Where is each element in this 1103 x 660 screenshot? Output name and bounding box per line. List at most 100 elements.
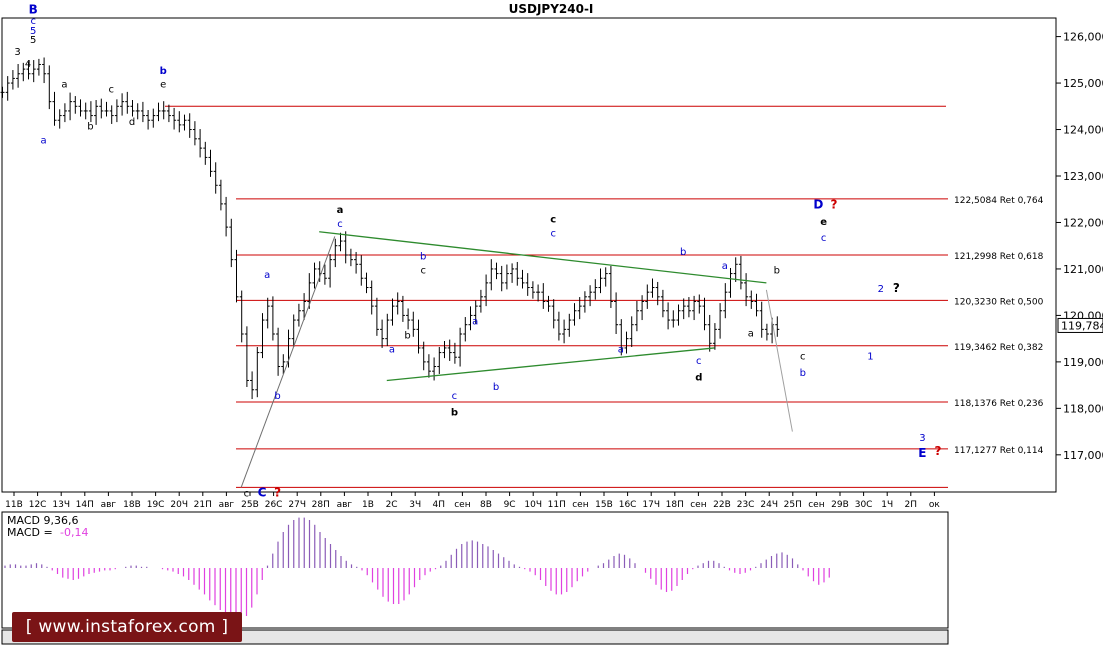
- x-tick-label: 15В: [595, 500, 613, 510]
- macd-pane: [1, 511, 949, 629]
- macd-value: -0,14: [60, 526, 88, 539]
- x-tick-label: 18В: [123, 500, 141, 510]
- x-tick-label: 26С: [265, 500, 283, 510]
- wave-label: ?: [274, 486, 281, 500]
- x-tick-label: ок: [929, 500, 941, 510]
- fib-level-label: 121,2998 Ret 0,618: [954, 252, 1044, 262]
- x-tick-label: 25В: [241, 500, 259, 510]
- wave-label: e: [160, 80, 166, 91]
- wave-label: d: [695, 372, 702, 383]
- macd-title: MACD 9,36,6: [7, 514, 78, 527]
- wave-label: a: [472, 317, 478, 328]
- wave-label: b: [160, 66, 167, 77]
- wave-label: c: [337, 219, 343, 230]
- wave-label: b: [451, 407, 458, 418]
- x-tick-label: 11В: [5, 500, 23, 510]
- x-tick-label: 3Ч: [409, 500, 421, 510]
- current-price-label: 119,784: [1061, 319, 1103, 332]
- wave-label: D: [813, 198, 823, 212]
- x-tick-label: 25П: [784, 500, 802, 510]
- x-tick-label: 28П: [312, 500, 330, 510]
- wave-label: a: [337, 205, 344, 216]
- x-tick-label: 13Ч: [52, 500, 70, 510]
- y-tick-label: 122,000: [1063, 216, 1103, 229]
- wave-label: a: [389, 345, 395, 356]
- fib-level-label: 120,3230 Ret 0,500: [954, 297, 1044, 307]
- wave-label: 2: [878, 284, 884, 295]
- wave-label: 5: [30, 26, 36, 37]
- y-tick-label: 121,000: [1063, 263, 1103, 276]
- macd-value-label: MACD =: [7, 526, 53, 539]
- wave-label: c: [108, 84, 114, 95]
- x-tick-label: 27Ч: [288, 500, 306, 510]
- wave-label: a: [41, 135, 47, 146]
- wave-label: a: [61, 80, 67, 91]
- fib-level-label: 122,5084 Ret 0,764: [954, 196, 1044, 206]
- wave-label: 1: [867, 352, 873, 363]
- y-tick-label: 124,000: [1063, 124, 1103, 137]
- wave-label: a: [722, 261, 728, 272]
- fib-level-label: 118,1376 Ret 0,236: [954, 399, 1044, 409]
- wave-label: 3: [14, 47, 20, 58]
- wave-label: b: [493, 382, 499, 393]
- x-tick-label: 10Ч: [524, 500, 542, 510]
- fib-level-label: 119,3462 Ret 0,382: [954, 343, 1043, 353]
- wave-label: c: [244, 489, 250, 500]
- wave-label: c: [550, 228, 556, 239]
- wave-label: b: [87, 122, 93, 133]
- x-tick-label: 22В: [713, 500, 731, 510]
- wave-label: 3: [919, 433, 925, 444]
- wave-label: b: [680, 247, 686, 258]
- y-tick-label: 123,000: [1063, 170, 1103, 183]
- wave-label: 4: [25, 59, 31, 70]
- wave-label: a: [748, 328, 754, 339]
- x-tick-label: 14П: [76, 500, 94, 510]
- wave-label: c: [420, 266, 426, 277]
- wave-projection-line: [765, 289, 793, 432]
- wave-label: ?: [935, 444, 942, 458]
- x-tick-label: авг: [101, 500, 117, 510]
- current-price-box: [1057, 317, 1103, 333]
- x-tick-label: 18П: [666, 500, 684, 510]
- wave-label: 5: [30, 35, 36, 46]
- wave-label: C: [258, 486, 267, 500]
- y-tick-label: 119,000: [1063, 356, 1103, 369]
- x-tick-label: 29В: [831, 500, 849, 510]
- x-tick-label: 17Ч: [642, 500, 660, 510]
- chart-title: USDJPY240-I: [509, 2, 594, 16]
- wave-label: a: [264, 270, 270, 281]
- instaforex-watermark: [ www.instaforex.com ]: [12, 612, 242, 642]
- wave-label: E: [918, 446, 926, 460]
- x-tick-label: 11П: [548, 500, 566, 510]
- x-tick-label: сен: [808, 500, 824, 510]
- y-tick-label: 118,000: [1063, 402, 1103, 415]
- x-tick-label: сен: [454, 500, 470, 510]
- x-tick-label: 30С: [855, 500, 873, 510]
- wave-label: a: [618, 345, 624, 356]
- wave-label: c: [452, 391, 458, 402]
- wave-label: b: [404, 331, 410, 342]
- wave-label: ?: [893, 281, 900, 295]
- y-tick-label: 125,000: [1063, 77, 1103, 90]
- wave-label: c: [800, 352, 806, 363]
- wave-label: b: [420, 252, 426, 263]
- x-tick-label: 2С: [386, 500, 398, 510]
- x-tick-label: 19С: [147, 500, 165, 510]
- wave-label: b: [274, 391, 280, 402]
- wave-label: ?: [831, 198, 838, 212]
- x-tick-label: авг: [219, 500, 235, 510]
- wave-projection-line: [240, 236, 336, 488]
- x-tick-label: 1Ч: [881, 500, 893, 510]
- x-tick-label: авг: [337, 500, 353, 510]
- x-tick-label: 24Ч: [760, 500, 778, 510]
- wave-label: c: [550, 214, 556, 225]
- y-tick-label: 117,000: [1063, 449, 1103, 462]
- wave-label: e: [820, 217, 827, 228]
- x-tick-label: 23С: [737, 500, 755, 510]
- x-tick-label: 20Ч: [170, 500, 188, 510]
- wave-label: c: [821, 233, 827, 244]
- x-tick-label: 16С: [619, 500, 637, 510]
- fib-level-label: 117,1277 Ret 0,114: [954, 446, 1044, 456]
